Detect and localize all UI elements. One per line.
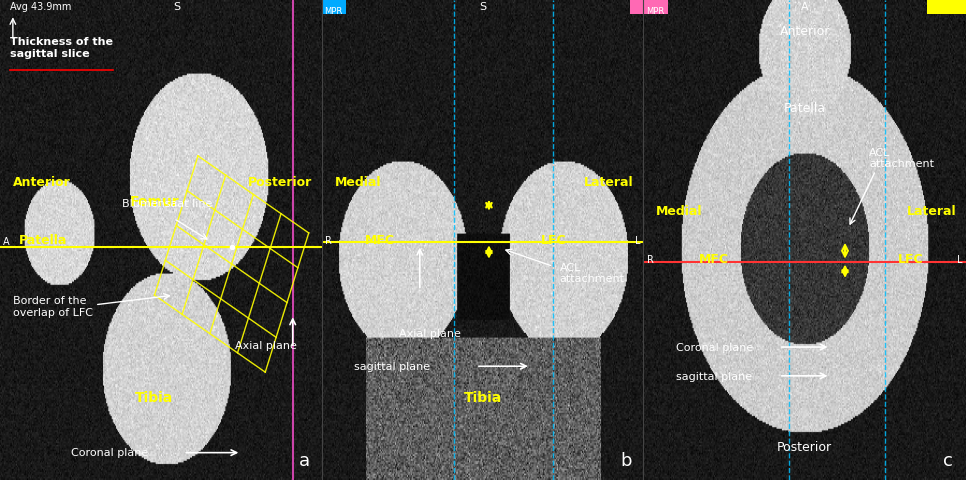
Text: a: a	[299, 452, 310, 470]
Text: Femur: Femur	[129, 194, 180, 209]
Bar	[927, 0, 966, 14]
Text: MFC: MFC	[699, 252, 729, 266]
Text: Lateral: Lateral	[907, 204, 956, 218]
Text: Thickness of the
sagittal slice: Thickness of the sagittal slice	[10, 37, 113, 59]
Text: A: A	[801, 2, 809, 12]
Text: L: L	[957, 255, 963, 265]
Text: MFC: MFC	[364, 233, 394, 247]
Text: ACL
attachment: ACL attachment	[559, 263, 625, 284]
Text: Medial: Medial	[656, 204, 702, 218]
Text: LFC: LFC	[540, 233, 566, 247]
Text: S: S	[173, 2, 181, 12]
Text: Posterior: Posterior	[247, 176, 312, 189]
Text: Patella: Patella	[783, 101, 826, 115]
Text: MPR: MPR	[325, 7, 343, 16]
Text: Axial plane: Axial plane	[399, 329, 461, 338]
Text: A: A	[3, 238, 10, 247]
Bar	[631, 0, 643, 14]
Text: Border of the
overlap of LFC: Border of the overlap of LFC	[13, 296, 93, 318]
Text: Tibia: Tibia	[464, 391, 501, 406]
Text: Coronal plane: Coronal plane	[675, 343, 753, 353]
Text: Posterior: Posterior	[777, 441, 833, 454]
Text: sagittal plane: sagittal plane	[675, 372, 752, 382]
Text: Blumensaat line: Blumensaat line	[123, 199, 213, 209]
Text: MPR: MPR	[646, 7, 665, 16]
Text: Coronal plane: Coronal plane	[71, 448, 148, 457]
Text: Lateral: Lateral	[584, 176, 634, 189]
Text: sagittal plane: sagittal plane	[354, 362, 430, 372]
Text: Anterior: Anterior	[13, 176, 71, 189]
Text: LFC: LFC	[898, 252, 923, 266]
Text: b: b	[621, 452, 633, 470]
Text: R: R	[325, 236, 331, 246]
Bar	[643, 0, 668, 14]
Text: R: R	[646, 255, 653, 265]
Text: L: L	[635, 236, 640, 246]
Text: Avg 43.9mm: Avg 43.9mm	[10, 2, 71, 12]
Text: c: c	[944, 452, 953, 470]
Text: ACL
attachment: ACL attachment	[869, 147, 934, 169]
Text: Medial: Medial	[334, 176, 381, 189]
Text: Axial plane: Axial plane	[235, 341, 297, 350]
Text: Tibia: Tibia	[135, 391, 174, 406]
Bar	[322, 0, 346, 14]
Text: Anterior: Anterior	[780, 24, 830, 38]
Text: Patella: Patella	[19, 233, 68, 247]
Text: S: S	[479, 2, 486, 12]
